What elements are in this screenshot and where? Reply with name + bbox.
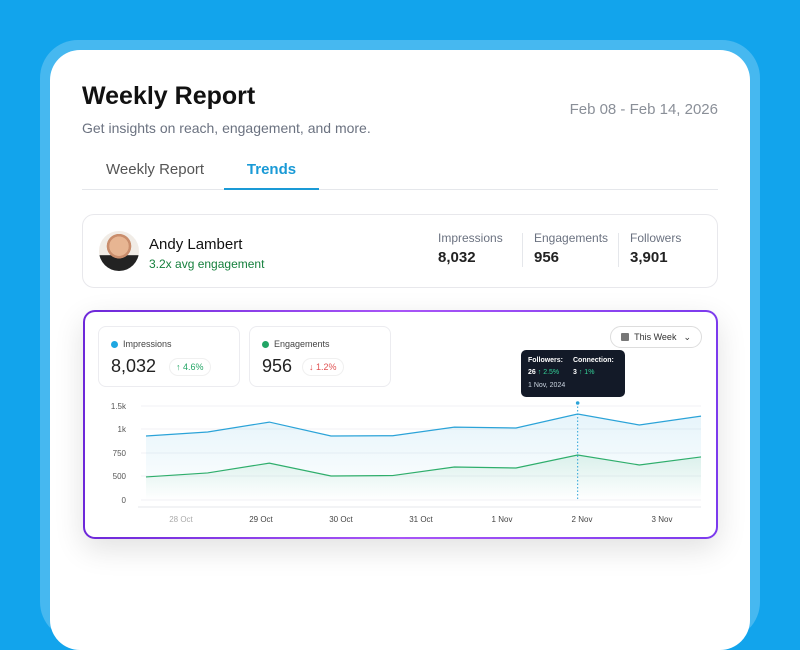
- page-title: Weekly Report: [82, 82, 255, 111]
- x-tick-label: 1 Nov: [492, 515, 513, 524]
- profile-engagement: 3.2x avg engagement: [149, 257, 264, 271]
- profile-card: Andy Lambert 3.2x avg engagement Impress…: [82, 214, 718, 288]
- stat-followers: Followers 3,901: [630, 231, 681, 266]
- tooltip-value: 3: [573, 369, 577, 376]
- x-tick-label: 31 Oct: [409, 515, 433, 524]
- stat-label: Engagements: [534, 231, 608, 245]
- x-tick-label: 3 Nov: [652, 515, 673, 524]
- tooltip-value: 26: [528, 369, 536, 376]
- avatar: [99, 231, 139, 271]
- tab-bar: Weekly Report Trends: [82, 152, 718, 190]
- stat-impressions: Impressions 8,032: [438, 231, 503, 266]
- x-tick-label: 28 Oct: [169, 515, 193, 524]
- x-tick-label: 29 Oct: [249, 515, 273, 524]
- tooltip-change: ↑ 1%: [579, 369, 595, 376]
- tab-weekly-report[interactable]: Weekly Report: [106, 161, 204, 178]
- stat-engagements: Engagements 956: [534, 231, 608, 266]
- line-chart: 1.5k 1k 750 500 0 28 Oct 29 Oct 30 Oct 31 Oct 1 N…: [85, 312, 716, 537]
- stat-value: 956: [534, 249, 608, 266]
- y-tick-label: 1k: [118, 425, 127, 434]
- tooltip-change: ↑ 2.5%: [538, 369, 559, 376]
- y-tick-label: 1.5k: [111, 402, 127, 411]
- page-subtitle: Get insights on reach, engagement, and m…: [82, 120, 371, 136]
- hover-dot: [576, 401, 580, 405]
- tooltip-date: 1 Nov, 2024: [528, 382, 565, 389]
- y-tick-label: 0: [122, 496, 127, 505]
- stat-value: 3,901: [630, 249, 681, 266]
- tooltip-label: Connection:: [573, 357, 614, 364]
- trends-chart-card: Impressions 8,032 ↑ 4.6% Engagements 956…: [83, 310, 718, 539]
- y-tick-label: 500: [113, 472, 127, 481]
- x-tick-label: 30 Oct: [329, 515, 353, 524]
- tooltip-label: Followers:: [528, 357, 563, 364]
- y-tick-label: 750: [113, 449, 127, 458]
- x-tick-label: 2 Nov: [572, 515, 593, 524]
- stat-value: 8,032: [438, 249, 503, 266]
- profile-name: Andy Lambert: [149, 236, 242, 253]
- stat-label: Followers: [630, 231, 681, 245]
- divider: [618, 233, 619, 267]
- chart-tooltip: Followers: Connection: 26 ↑ 2.5% 3 ↑ 1% …: [521, 350, 625, 397]
- tab-trends[interactable]: Trends: [224, 161, 319, 190]
- stat-label: Impressions: [438, 231, 503, 245]
- divider: [522, 233, 523, 267]
- date-range: Feb 08 - Feb 14, 2026: [570, 101, 718, 118]
